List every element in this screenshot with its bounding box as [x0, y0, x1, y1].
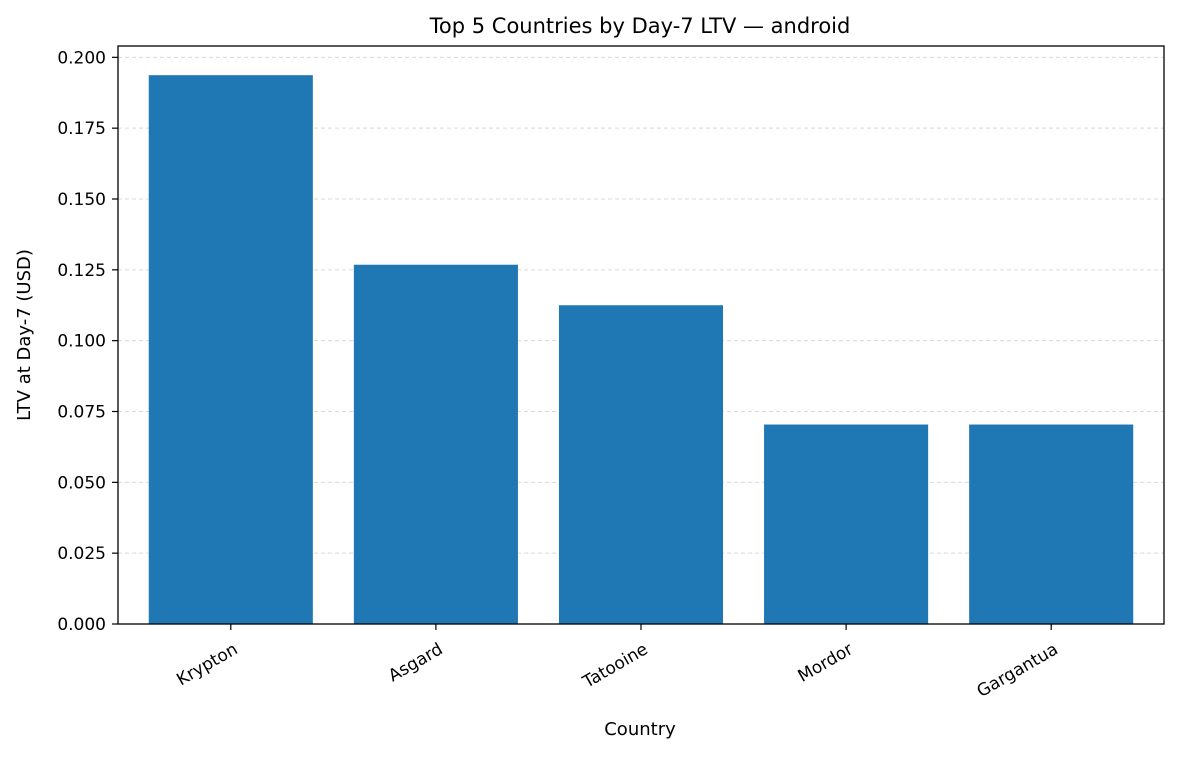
x-tick-label: Krypton: [173, 639, 241, 690]
bar-tatooine: [558, 305, 724, 624]
bar-krypton: [148, 75, 313, 624]
y-tick-label: 0.175: [57, 119, 106, 139]
x-axis-ticks: Krypton Asgard Tatooine Mordor Gargantua: [173, 624, 1062, 702]
y-tick-label: 0.200: [57, 48, 106, 68]
x-axis-label: Country: [604, 719, 676, 740]
y-tick-label: 0.100: [57, 332, 106, 352]
y-tick-label: 0.025: [57, 544, 106, 564]
x-tick-label: Mordor: [795, 639, 857, 686]
bar-gargantua: [969, 424, 1134, 624]
y-tick-label: 0.000: [57, 615, 106, 635]
y-axis-label: LTV at Day-7 (USD): [14, 249, 35, 421]
y-tick-label: 0.125: [57, 261, 106, 281]
x-tick-label: Asgard: [385, 639, 446, 686]
y-tick-label: 0.150: [57, 190, 106, 210]
x-tick-label: Gargantua: [974, 639, 1062, 701]
chart-title: Top 5 Countries by Day-7 LTV — android: [429, 14, 851, 38]
y-tick-label: 0.050: [57, 473, 106, 493]
bar-asgard: [353, 264, 518, 624]
bar-mordor: [764, 424, 929, 624]
y-axis-ticks: 0.000 0.025 0.050 0.075 0.100 0.125 0.150 0.175…: [57, 48, 118, 635]
x-tick-label: Tatooine: [579, 639, 652, 693]
y-tick-label: 0.075: [57, 403, 106, 423]
bars: [148, 75, 1134, 624]
